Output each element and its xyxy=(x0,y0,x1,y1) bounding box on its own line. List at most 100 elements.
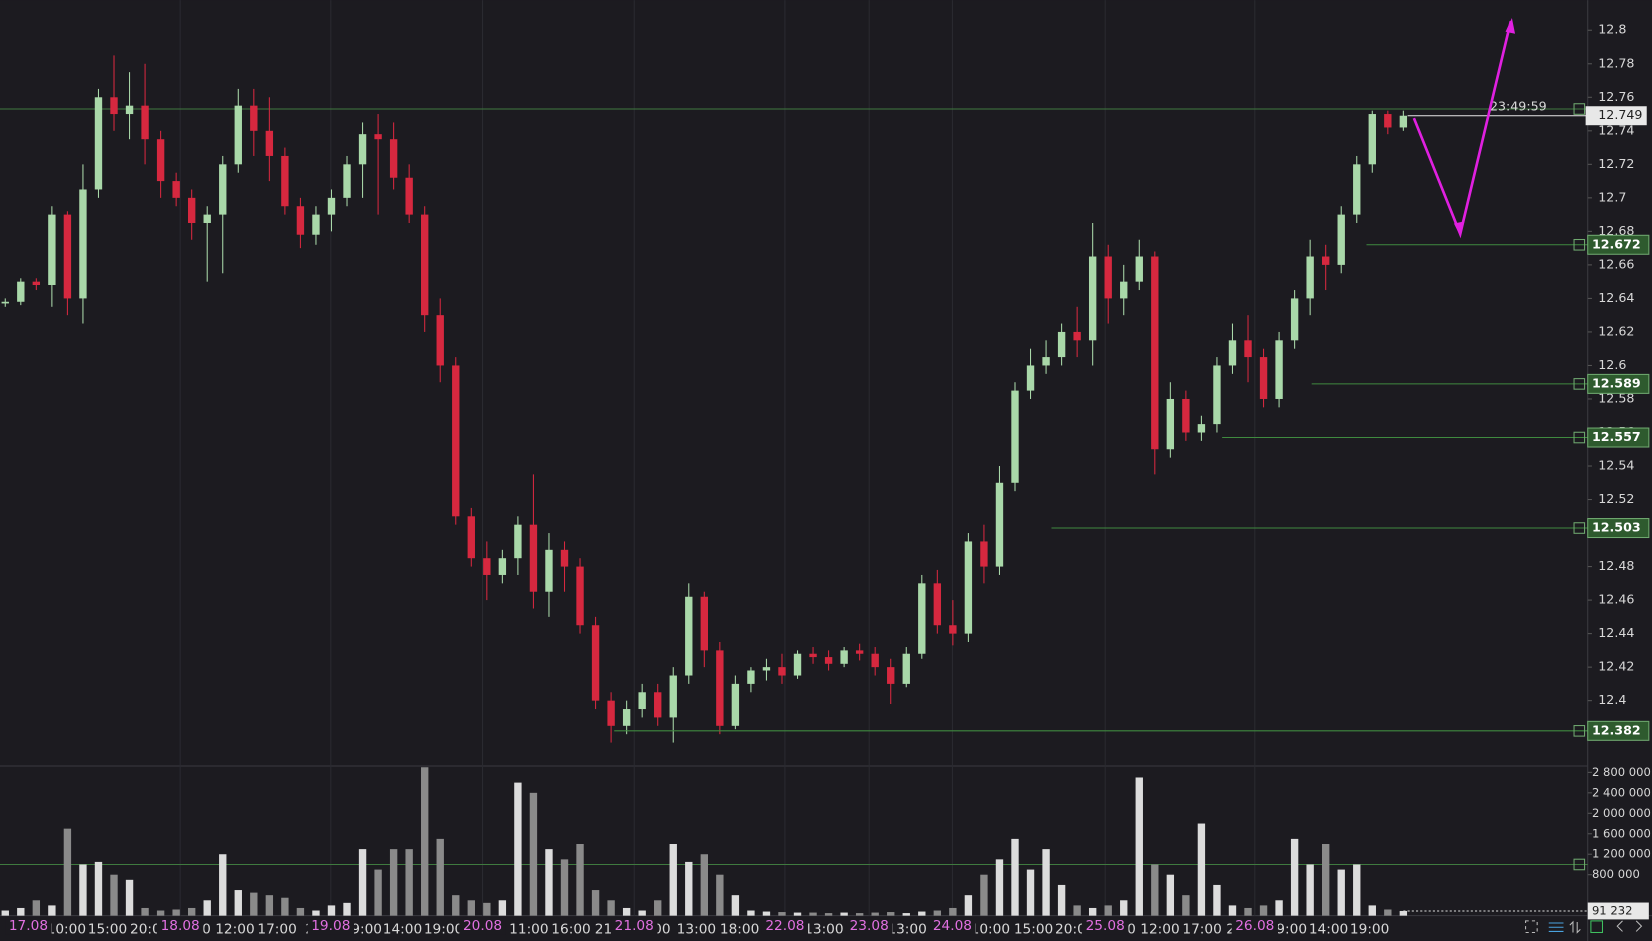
volume-bar xyxy=(421,767,429,916)
x-tick-label: 12:00 xyxy=(1140,921,1179,937)
y-tick-label: 12.74 xyxy=(1598,122,1634,137)
volume-bar xyxy=(467,900,475,916)
volume-bar xyxy=(529,792,538,916)
volume-bar xyxy=(1197,823,1206,916)
volume-bar xyxy=(1337,869,1345,916)
y-tick-label: 12.76 xyxy=(1598,89,1634,104)
candle-body xyxy=(17,281,25,302)
volume-bar xyxy=(483,902,491,916)
candle-body xyxy=(576,566,584,626)
x-tick-label: 19:00 xyxy=(424,921,463,937)
candle-body xyxy=(1026,365,1035,391)
candle-body xyxy=(762,667,771,671)
volume-bar xyxy=(374,869,382,916)
date-label: 23.08 xyxy=(850,918,889,934)
candle-body xyxy=(1321,256,1330,265)
volume-bar xyxy=(281,897,289,916)
y-tick-label: 12.54 xyxy=(1598,458,1634,473)
candle-body xyxy=(980,541,988,567)
level-label: 12.503 xyxy=(1592,520,1641,535)
candle-body xyxy=(545,549,553,592)
scroll-left[interactable] xyxy=(1616,920,1623,932)
candle-body xyxy=(949,625,957,634)
volume-tick-label: 2 000 000 xyxy=(1592,806,1651,820)
date-label-bg xyxy=(5,917,52,935)
volume-bar xyxy=(654,900,662,916)
volume-bar xyxy=(824,913,833,916)
volume-bar xyxy=(1151,864,1159,916)
settings-icon[interactable] xyxy=(1548,922,1564,932)
x-tick-label: 12:00 xyxy=(215,921,254,937)
candle-body xyxy=(421,214,429,316)
candle-body xyxy=(250,105,258,131)
candle-body xyxy=(964,541,973,634)
y-tick-label: 12.62 xyxy=(1598,323,1634,338)
x-tick-label: 15:00 xyxy=(88,921,127,937)
volume-tick-label: 1 200 000 xyxy=(1592,847,1651,861)
candle-body xyxy=(809,653,817,658)
candle-body xyxy=(1228,340,1237,366)
date-label: 22.08 xyxy=(765,918,804,934)
y-tick-label: 12.64 xyxy=(1598,290,1634,305)
volume-bar xyxy=(265,895,274,916)
volume-bar xyxy=(933,910,942,916)
volume-bar xyxy=(234,890,242,916)
candle-body xyxy=(219,164,227,215)
volume-bar xyxy=(855,913,864,916)
candle-body xyxy=(871,653,879,668)
volume-bar xyxy=(1073,905,1081,916)
candle-body xyxy=(933,583,942,626)
date-label: 21.08 xyxy=(615,918,654,934)
volume-bar xyxy=(48,905,56,916)
sort-icon[interactable] xyxy=(1569,920,1581,934)
candle-body xyxy=(731,683,740,726)
date-label: 17.08 xyxy=(9,918,48,934)
date-label-bg xyxy=(929,917,976,935)
volume-bar xyxy=(576,844,584,916)
candle-body xyxy=(1259,357,1268,399)
x-tick-label: 16:00 xyxy=(551,921,590,937)
volume-bar xyxy=(622,907,631,916)
volume-bar xyxy=(1135,777,1143,916)
y-tick-label: 12.58 xyxy=(1598,390,1634,405)
volume-bar xyxy=(1275,900,1283,916)
level-label-bg xyxy=(1587,373,1650,394)
toolbar-icons[interactable] xyxy=(1525,920,1643,934)
volume-bar xyxy=(1306,864,1314,916)
x-tick-label: 14:00 xyxy=(383,921,422,937)
x-tick-label: 14:00 xyxy=(1309,921,1348,937)
candle-body xyxy=(1399,115,1408,128)
level-label: 12.382 xyxy=(1592,722,1641,737)
candle-body xyxy=(1042,357,1050,366)
volume-bar xyxy=(980,874,988,916)
candle-body xyxy=(452,365,460,517)
volume-bar xyxy=(1259,905,1268,916)
expand-icon[interactable] xyxy=(1590,920,1604,934)
candle-body xyxy=(203,214,211,223)
volume-label-bg xyxy=(1587,902,1649,920)
volume-bar xyxy=(871,912,879,916)
level-label-bg xyxy=(1587,234,1650,255)
volume-bar xyxy=(32,900,41,916)
volume-bar xyxy=(902,913,910,916)
candle-body xyxy=(1166,398,1175,450)
candle-body xyxy=(281,155,289,207)
scroll-right[interactable] xyxy=(1635,920,1643,932)
x-tick-label: 15:00 xyxy=(1014,921,1053,937)
candle-body xyxy=(187,197,196,223)
fullscreen-icon[interactable] xyxy=(1525,920,1538,934)
x-tick-label: 10:00 xyxy=(47,921,86,937)
volume-bar xyxy=(731,895,740,916)
candle-body xyxy=(1384,114,1392,128)
candle-body xyxy=(685,596,693,676)
y-tick-label: 12.6 xyxy=(1598,357,1626,372)
candle-body xyxy=(405,177,413,215)
level-close xyxy=(1573,431,1586,444)
candle-body xyxy=(1135,256,1143,282)
volume-bar xyxy=(1042,849,1050,916)
date-label-bg xyxy=(156,917,204,935)
y-tick-label: 12.52 xyxy=(1598,491,1634,506)
x-tick-label: 17:00 xyxy=(1182,921,1221,937)
date-label: 24.08 xyxy=(933,918,972,934)
volume-tick-label: 1 600 000 xyxy=(1592,826,1651,840)
